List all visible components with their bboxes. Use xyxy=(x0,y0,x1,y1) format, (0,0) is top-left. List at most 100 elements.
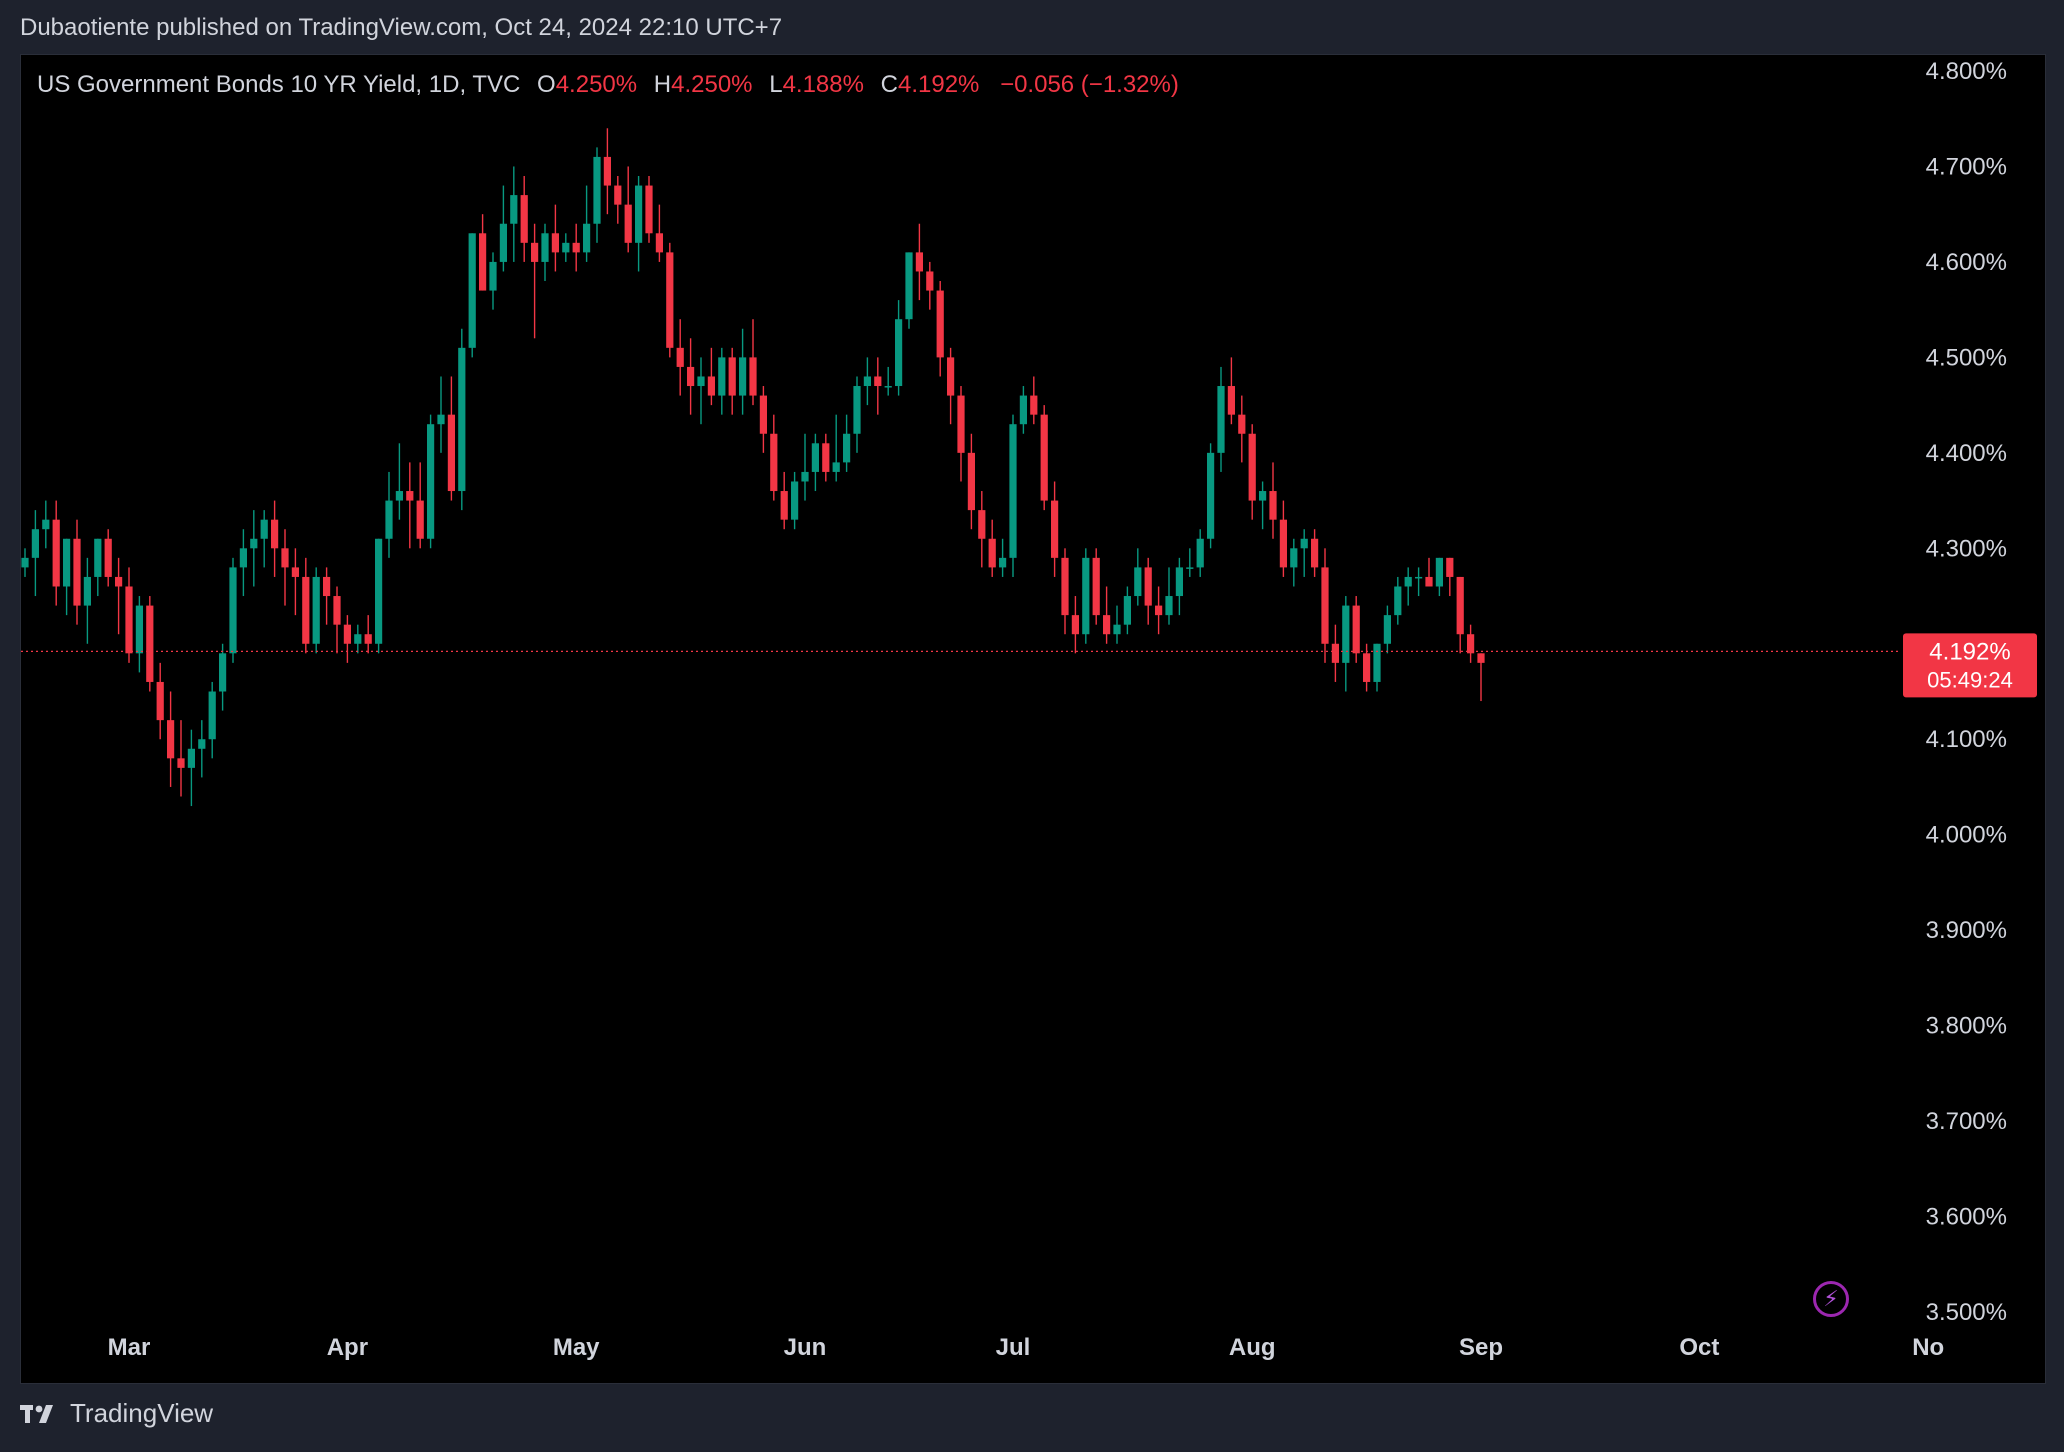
candle-body xyxy=(260,519,268,539)
candle-body xyxy=(416,500,424,539)
candle-body xyxy=(271,519,279,549)
candle-body xyxy=(832,462,840,472)
lightning-bolt-icon[interactable]: ⚡ xyxy=(1813,1281,1849,1317)
candle xyxy=(146,596,154,692)
candle xyxy=(1040,405,1048,511)
candle-body xyxy=(1123,596,1131,625)
candle xyxy=(260,510,268,568)
candle xyxy=(780,471,788,530)
candle-body xyxy=(645,185,653,234)
candle-body xyxy=(1467,634,1475,654)
candle xyxy=(531,223,539,339)
chart-panel[interactable]: 4.800% 4.700% 4.600% 4.500% 4.400% 4.300% 4.10… xyxy=(20,54,2046,1384)
candle xyxy=(541,223,549,282)
tradingview-brand[interactable]: TradingView xyxy=(70,1398,214,1428)
candle-body xyxy=(1196,538,1204,568)
publish-info: Dubaotiente published on TradingView.com… xyxy=(20,14,783,41)
candle xyxy=(31,510,39,597)
y-axis-tick-label: 3.700% xyxy=(1926,1108,2007,1135)
candle-body xyxy=(52,519,60,587)
candle-body xyxy=(1248,433,1256,501)
candle-body xyxy=(1030,395,1038,415)
candle xyxy=(125,567,133,663)
candle xyxy=(988,519,996,577)
candle xyxy=(1227,357,1235,425)
candle xyxy=(42,500,50,549)
candle-body xyxy=(135,605,143,654)
candle xyxy=(135,596,143,673)
x-axis-tick-label: No xyxy=(1912,1334,1944,1361)
candle-body xyxy=(874,376,882,387)
candle-body xyxy=(1227,386,1235,415)
candle-body xyxy=(1144,567,1152,606)
candlestick-chart[interactable]: 4.800% 4.700% 4.600% 4.500% 4.400% 4.300% 4.10… xyxy=(21,55,2045,1383)
tradingview-logo-icon[interactable] xyxy=(20,1403,60,1425)
candle xyxy=(1383,605,1391,654)
candle-body xyxy=(707,376,715,396)
candle-body xyxy=(364,634,372,644)
candle-body xyxy=(728,357,736,396)
candle xyxy=(1415,567,1423,597)
candle xyxy=(271,500,279,577)
candle-body xyxy=(1009,424,1017,558)
candle xyxy=(291,548,299,616)
candle-body xyxy=(1404,576,1412,587)
candle-body xyxy=(42,519,50,530)
candle-body xyxy=(63,538,71,587)
candle xyxy=(1175,557,1183,616)
candle xyxy=(302,557,310,654)
candle-body xyxy=(1435,557,1443,587)
candle-body xyxy=(884,386,892,388)
candle-body xyxy=(718,357,726,396)
candle xyxy=(572,223,580,272)
y-axis-tick-label: 3.500% xyxy=(1926,1299,2007,1326)
candle-body xyxy=(520,195,528,243)
candle-body xyxy=(1394,586,1402,616)
candle xyxy=(1186,548,1194,577)
legend-open-value: 4.250% xyxy=(555,71,638,98)
candle-body xyxy=(510,195,518,224)
candle xyxy=(323,567,331,625)
y-axis-tick-label: 3.600% xyxy=(1926,1204,2007,1231)
candle xyxy=(281,529,289,606)
candle-body xyxy=(1321,567,1329,644)
candle xyxy=(1134,548,1142,606)
candle-body xyxy=(603,156,611,186)
candle-body xyxy=(354,634,362,644)
candle-body xyxy=(926,271,934,291)
candle-body xyxy=(167,720,175,759)
candle-body xyxy=(1311,538,1319,568)
candle xyxy=(749,319,757,406)
candle-body xyxy=(739,357,747,396)
candle xyxy=(510,166,518,262)
candle xyxy=(437,376,445,453)
candle xyxy=(707,347,715,406)
candle xyxy=(458,328,466,511)
candle-body xyxy=(1259,491,1267,501)
candle-body xyxy=(572,242,580,253)
y-axis-tick-label: 4.800% xyxy=(1926,58,2007,85)
candle-body xyxy=(343,624,351,644)
candle xyxy=(915,223,923,301)
candle xyxy=(1113,605,1121,644)
legend-symbol[interactable]: US Government Bonds 10 YR Yield, 1D, TVC xyxy=(37,71,521,98)
candle-body xyxy=(1352,605,1360,654)
candle xyxy=(1071,596,1079,654)
candle xyxy=(624,166,632,253)
candle xyxy=(1217,366,1225,472)
candle xyxy=(1331,624,1339,682)
candle-body xyxy=(1040,414,1048,501)
candle-body xyxy=(614,185,622,205)
y-axis-tick-label: 4.700% xyxy=(1926,153,2007,180)
candle xyxy=(739,328,747,415)
candle xyxy=(406,462,414,549)
candle-body xyxy=(666,252,674,348)
candle xyxy=(187,729,195,807)
candle-body xyxy=(447,414,455,492)
candle xyxy=(1269,462,1277,539)
candle xyxy=(520,176,528,262)
candle xyxy=(1082,548,1090,644)
candle-body xyxy=(676,347,684,367)
candle xyxy=(447,376,455,501)
candle xyxy=(1279,500,1287,577)
